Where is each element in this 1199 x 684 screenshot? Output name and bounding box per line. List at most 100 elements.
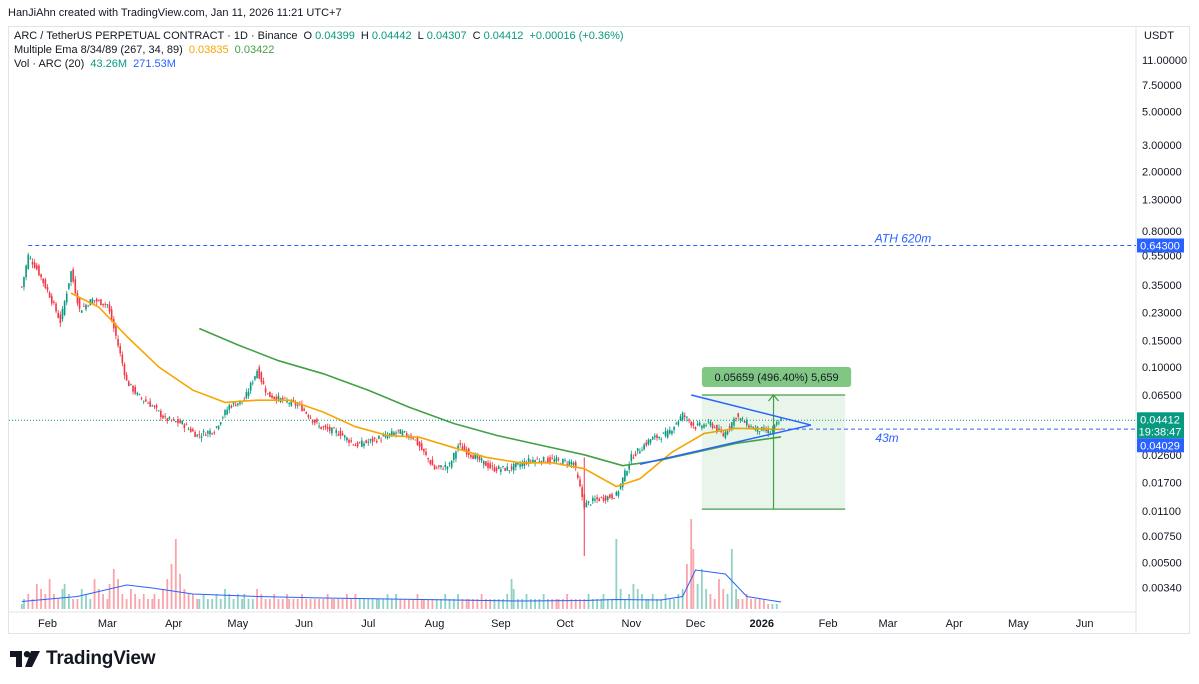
- candle-body: [249, 382, 252, 391]
- candle-body: [269, 391, 271, 398]
- y-tick-label: 0.00500: [1142, 557, 1182, 569]
- candle-body: [258, 367, 261, 379]
- candle-body: [183, 424, 186, 429]
- tradingview-logo[interactable]: TradingView: [10, 648, 156, 670]
- candle-body: [450, 460, 453, 468]
- volume-bar: [322, 599, 325, 609]
- volume-bar: [232, 599, 235, 609]
- candle-body: [718, 428, 720, 430]
- candle-body: [425, 451, 427, 455]
- candle-body: [393, 432, 395, 436]
- volume-bar: [296, 599, 299, 609]
- x-tick-label: Apr: [946, 618, 963, 630]
- candle-body: [405, 433, 408, 437]
- candle-body: [138, 393, 141, 395]
- volume-bar: [412, 599, 415, 609]
- volume-legend[interactable]: Vol · ARC (20) 43.26M 271.53M: [14, 58, 179, 70]
- y-tick-label: 3.00000: [1142, 140, 1182, 152]
- candle-body: [641, 450, 643, 452]
- volume-bar: [750, 599, 752, 609]
- candle-body: [735, 417, 737, 420]
- candle-body: [42, 278, 45, 283]
- candle-body: [476, 455, 479, 459]
- volume-bar: [80, 589, 83, 609]
- candle-body: [228, 405, 231, 410]
- volume-bar: [570, 599, 573, 609]
- ema-label[interactable]: Multiple Ema 8/34/89 (267, 34, 89): [14, 44, 183, 56]
- volume-bar: [301, 594, 303, 609]
- volume-bar: [444, 594, 447, 609]
- ema-fast-value: 0.03835: [188, 44, 229, 56]
- candle-body: [213, 432, 216, 434]
- volume-bar: [386, 594, 389, 609]
- candle-body: [125, 374, 128, 381]
- candle-body: [480, 458, 483, 461]
- volume-bar: [286, 594, 288, 609]
- volume-bar: [53, 594, 55, 609]
- candle-body: [532, 459, 534, 463]
- volume-bar: [367, 599, 370, 609]
- symbol-legend[interactable]: ARC / TetherUS PERPETUAL CONTRACT · 1D ·…: [14, 30, 627, 42]
- countdown-tag: 19:38:47: [1139, 426, 1182, 438]
- volume-bar: [57, 599, 60, 609]
- candle-body: [322, 426, 325, 428]
- currency-label[interactable]: USDT: [1144, 30, 1174, 42]
- candle-body: [701, 425, 703, 429]
- candle-body: [461, 446, 464, 451]
- candle-body: [296, 404, 299, 406]
- candle-body: [557, 458, 560, 460]
- volume-bar: [735, 589, 737, 609]
- candle-body: [741, 418, 744, 420]
- volume-bar: [465, 599, 468, 609]
- volume-bar: [211, 599, 214, 609]
- candle-body: [110, 309, 113, 321]
- level-price-tag: 0.04029: [1140, 440, 1180, 452]
- x-tick-label: Feb: [38, 618, 57, 630]
- candle-body: [145, 399, 147, 402]
- candle-body: [416, 437, 419, 446]
- volume-bar: [709, 594, 712, 609]
- x-tick-label: Oct: [556, 618, 573, 630]
- candle-body: [209, 430, 211, 435]
- y-tick-label: 0.10000: [1142, 362, 1182, 374]
- candle-body: [455, 451, 457, 459]
- volume-bar: [664, 594, 667, 609]
- candle-body: [555, 457, 558, 462]
- candle-body: [639, 451, 641, 454]
- symbol-title[interactable]: ARC / TetherUS PERPETUAL CONTRACT · 1D ·…: [14, 30, 298, 42]
- volume-bar: [636, 589, 639, 609]
- volume-bar: [363, 599, 365, 609]
- volume-bar: [85, 594, 87, 609]
- candle-body: [624, 470, 626, 482]
- candle-body: [656, 434, 658, 439]
- candle-body: [341, 433, 344, 436]
- volume-bar: [67, 594, 70, 609]
- candle-body: [348, 439, 350, 443]
- volume-label[interactable]: Vol · ARC (20): [14, 58, 85, 70]
- candle-body: [284, 397, 286, 399]
- candle-body: [179, 419, 181, 424]
- candle-body: [373, 437, 376, 439]
- candle-body: [290, 400, 293, 406]
- candle-body: [401, 431, 404, 436]
- candle-body: [57, 312, 59, 318]
- volume-bar: [121, 594, 124, 609]
- candle-body: [226, 409, 228, 415]
- ema-legend[interactable]: Multiple Ema 8/34/89 (267, 34, 89) 0.038…: [14, 44, 277, 56]
- candle-body: [579, 479, 581, 487]
- volume-bar: [147, 599, 149, 609]
- candle-body: [151, 405, 154, 407]
- candle-body: [215, 426, 218, 428]
- candle-body: [356, 442, 359, 447]
- volume-bar: [696, 584, 699, 609]
- candle-body: [166, 418, 169, 422]
- candle-body: [380, 439, 382, 441]
- volume-bar: [502, 599, 504, 609]
- volume-bar: [467, 599, 470, 609]
- high-label: H: [360, 30, 369, 42]
- open-value: 0.04399: [315, 30, 355, 42]
- volume-bar: [108, 584, 111, 609]
- candle-body: [130, 383, 132, 385]
- candle-body: [649, 439, 652, 443]
